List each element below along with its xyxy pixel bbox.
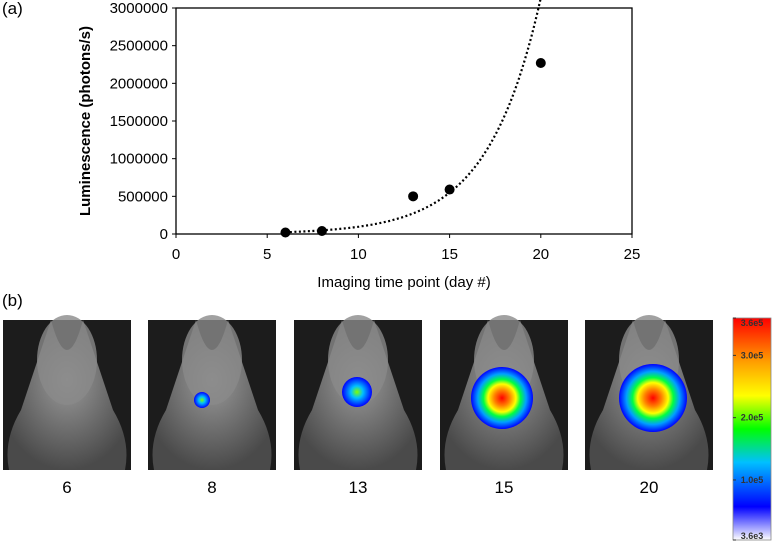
y-tick-label: 2500000	[110, 38, 168, 55]
image-row: 6 8 13 15 20 3.6e5 3.0e5 2.0e5 1.0e5 3.6e3	[3, 315, 772, 541]
y-axis-label: Luminescence (photons/s)	[77, 26, 94, 216]
mouse-head	[182, 315, 242, 405]
colorbar-label: 2.0e5	[741, 413, 764, 423]
mouse-head	[37, 315, 97, 405]
x-axis-label: Imaging time point (day #)	[317, 274, 490, 291]
day-label: 8	[207, 478, 216, 497]
mouse-head	[328, 315, 388, 405]
panel-label: (b)	[2, 291, 23, 310]
colorbar-label: 1.0e5	[741, 475, 764, 485]
data-point	[280, 227, 291, 238]
colorbar	[732, 317, 772, 541]
x-tick-label: 5	[263, 246, 271, 263]
day-label: 20	[640, 478, 659, 497]
x-tick-label: 0	[172, 246, 180, 263]
day-label: 6	[62, 478, 71, 497]
y-tick-label: 1000000	[110, 151, 168, 168]
day-label: 13	[349, 478, 368, 497]
data-point	[444, 184, 455, 195]
colorbar-label: 3.0e5	[741, 350, 764, 360]
x-tick-label: 15	[441, 246, 458, 263]
y-tick-label: 2000000	[110, 75, 168, 92]
panel-label: (a)	[2, 0, 23, 18]
signal-blob	[471, 367, 533, 429]
x-tick-label: 10	[350, 246, 367, 263]
trendline	[285, 0, 542, 234]
x-tick-label: 20	[532, 246, 549, 263]
plot-frame	[175, 7, 633, 235]
signal-blob	[342, 377, 372, 407]
data-point	[408, 191, 419, 202]
signal-blob	[619, 364, 687, 432]
chart: 0 5 10 15 20 25 0 500000 1000000 1500000 2000000 25…	[77, 0, 640, 291]
colorbar-label: 3.6e5	[741, 318, 764, 328]
y-tick-label: 0	[160, 226, 168, 243]
y-tick-label: 1500000	[110, 113, 168, 130]
colorbar-label: 3.6e3	[741, 531, 764, 541]
signal-blob	[194, 392, 210, 408]
day-label: 15	[495, 478, 514, 497]
x-tick-label: 25	[624, 246, 641, 263]
y-tick-label: 500000	[118, 188, 168, 205]
data-point	[316, 225, 327, 236]
data-point	[535, 57, 546, 68]
y-tick-label: 3000000	[110, 0, 168, 17]
